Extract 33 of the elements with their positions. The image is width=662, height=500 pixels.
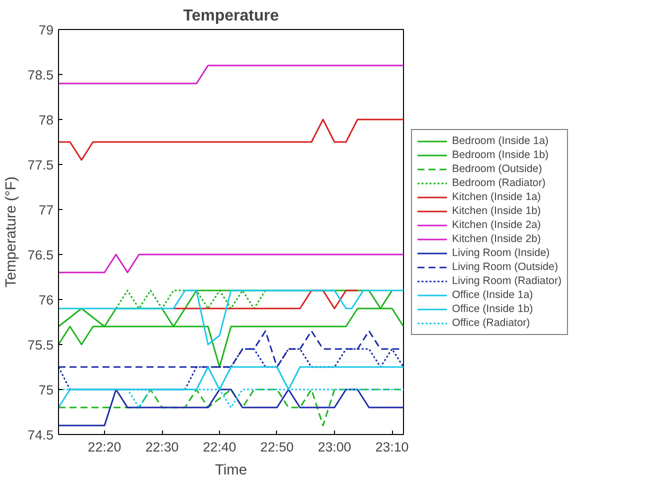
legend-label: Kitchen (Inside 2a): [452, 218, 541, 230]
y-tick-label: 77: [38, 202, 54, 218]
legend-label: Bedroom (Inside 1b): [452, 148, 549, 160]
x-tick-label: 23:00: [318, 440, 352, 454]
y-tick-label: 79: [38, 22, 54, 38]
y-tick-label: 75.5: [28, 338, 54, 352]
legend-label: Living Room (Radiator): [452, 274, 562, 286]
x-tick-label: 22:30: [145, 440, 179, 454]
legend-label: Kitchen (Inside 1b): [452, 204, 541, 216]
legend-label: Kitchen (Inside 1a): [452, 190, 541, 202]
x-tick-label: 22:50: [260, 440, 294, 454]
legend-label: Office (Inside 1a): [452, 288, 533, 300]
legend-label: Bedroom (Outside): [452, 162, 542, 174]
y-axis-title: Temperature (°F): [4, 176, 20, 288]
x-axis-title: Time: [214, 462, 248, 478]
y-tick-label: 74.5: [28, 428, 54, 442]
legend-label: Bedroom (Radiator): [452, 176, 546, 188]
legend-label: Living Room (Outside): [452, 260, 558, 272]
y-tick-label: 78.5: [28, 68, 54, 82]
legend-label: Bedroom (Inside 1a): [452, 134, 549, 146]
y-tick-label: 78: [38, 112, 54, 128]
y-tick-label: 76.5: [28, 248, 54, 262]
legend-label: Office (Radiator): [452, 316, 530, 328]
y-tick-label: 75: [38, 382, 54, 398]
x-tick-label: 22:20: [88, 440, 122, 454]
y-tick-label: 76: [38, 292, 54, 308]
chart-title: Temperature: [183, 8, 279, 24]
x-tick-label: 23:10: [375, 440, 409, 454]
legend-label: Office (Inside 1b): [452, 302, 533, 314]
legend-label: Living Room (Inside): [452, 246, 550, 258]
legend-label: Kitchen (Inside 2b): [452, 232, 541, 244]
y-tick-label: 77.5: [28, 158, 54, 172]
x-tick-label: 22:40: [202, 440, 236, 454]
